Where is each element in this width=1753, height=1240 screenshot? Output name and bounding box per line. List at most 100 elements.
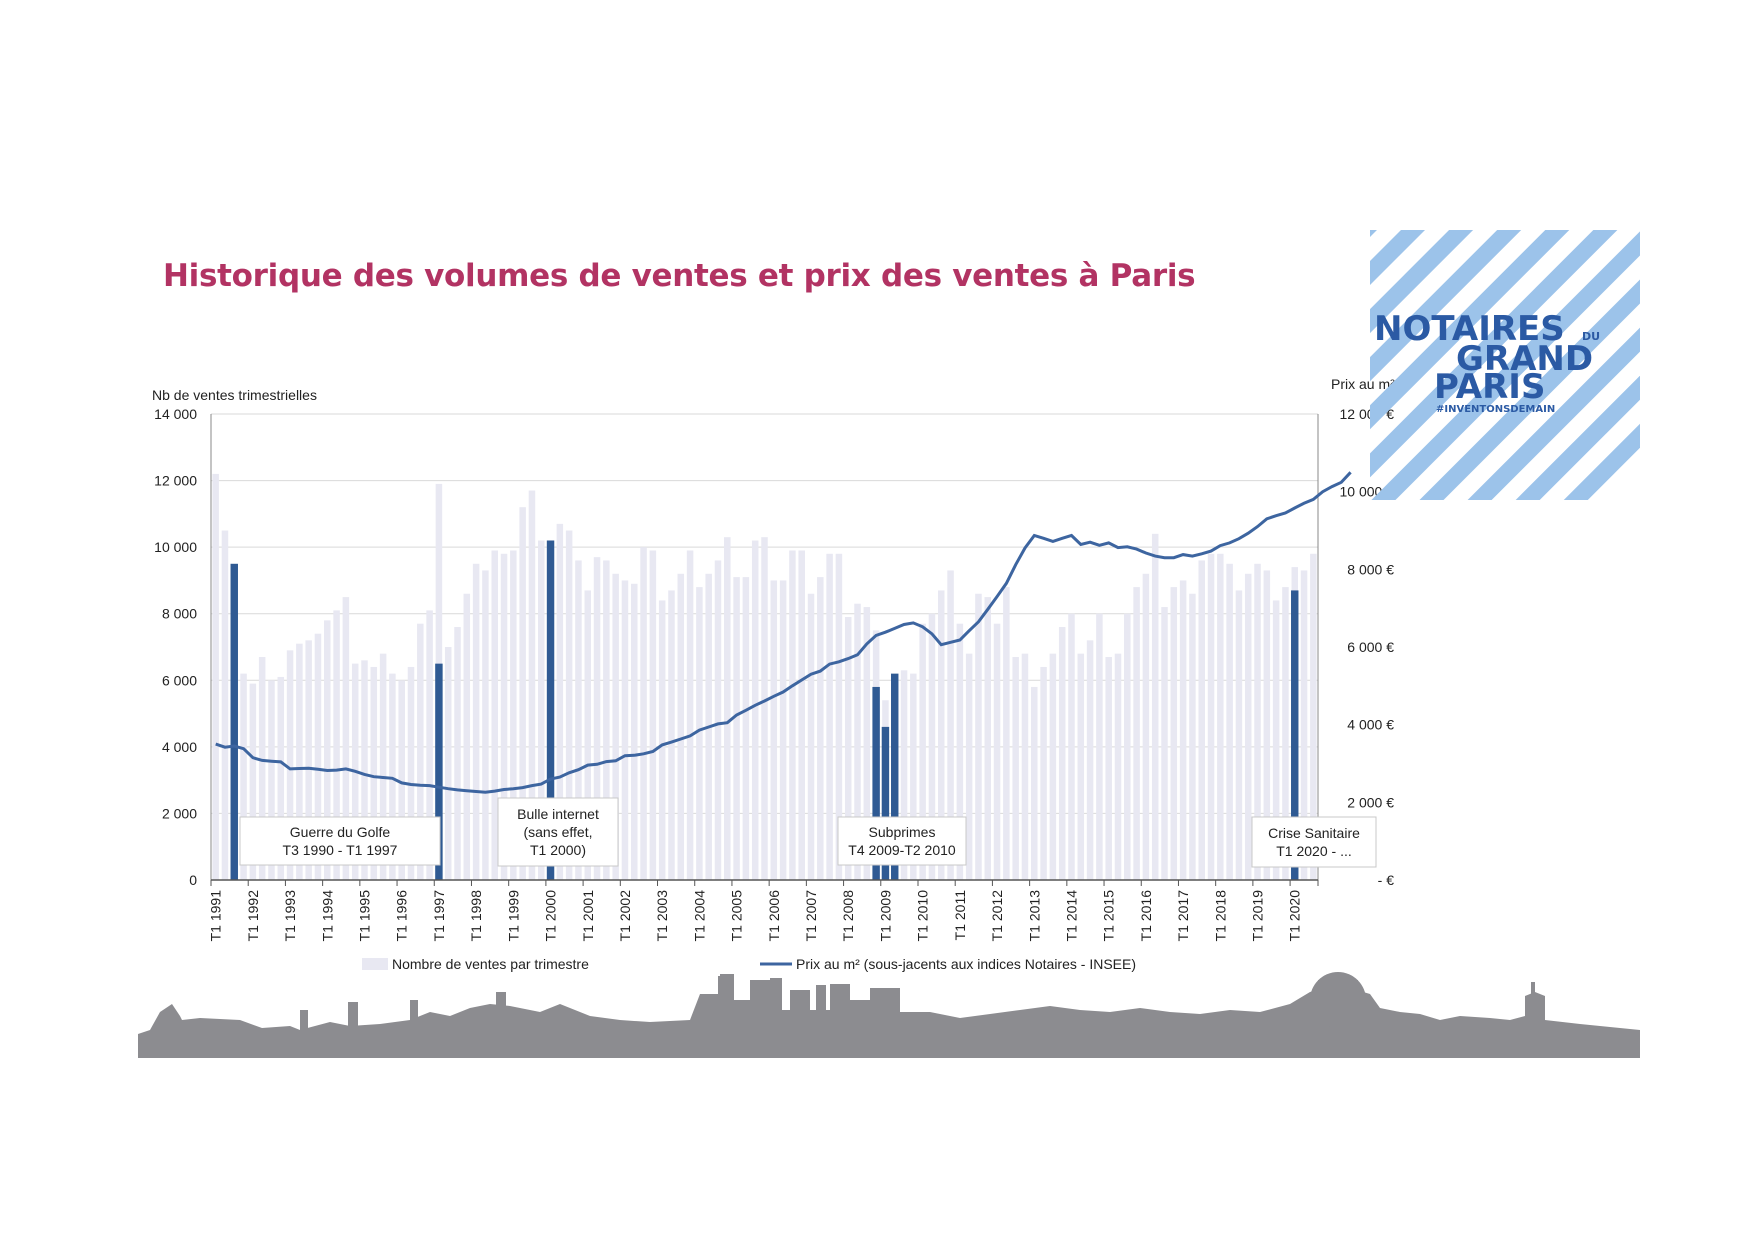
right-tick-label: 6 000 € — [1347, 639, 1394, 655]
event-bar — [435, 663, 443, 880]
x-tick-label: T1 2000 — [543, 890, 559, 942]
left-tick-label: 10 000 — [154, 539, 197, 555]
sales-bar — [463, 593, 471, 880]
sales-bar — [714, 560, 722, 880]
annotations: Guerre du Golfe T3 1990 - T1 1997 Bulle in… — [239, 797, 1377, 868]
sales-bar — [296, 643, 303, 880]
sales-bar — [240, 673, 247, 880]
annotation-frame — [1251, 816, 1377, 868]
skyline-tower — [496, 992, 506, 1058]
sales-bar — [1114, 653, 1122, 880]
left-tick-label: 8 000 — [162, 606, 197, 622]
logo-line2: GRAND — [1456, 339, 1593, 379]
logo-stripe — [1370, 230, 1640, 500]
sales-bar — [1142, 573, 1150, 880]
left-tick-label: 12 000 — [154, 473, 197, 489]
sales-bar — [1198, 560, 1205, 880]
logo-stripe — [1370, 230, 1635, 500]
annotation-frame — [497, 797, 619, 867]
x-tick-label: T1 2010 — [915, 890, 931, 942]
x-tick-label: T1 2016 — [1138, 890, 1154, 942]
x-tick-label: T1 2018 — [1212, 890, 1228, 942]
x-tick-label: T1 2015 — [1101, 890, 1117, 942]
logo-stripe — [1370, 230, 1640, 500]
sales-bar — [593, 557, 601, 880]
skyline-tower — [300, 1010, 308, 1058]
skyline-tower — [816, 985, 826, 1058]
x-tick-label: T1 1996 — [394, 890, 410, 942]
x-tick-label: T1 1994 — [319, 890, 335, 942]
x-tick-label: T1 2019 — [1250, 890, 1266, 942]
sales-bar — [519, 507, 526, 880]
sales-bar — [956, 623, 964, 880]
logo-line1: NOTAIRES — [1374, 309, 1565, 349]
x-tick-label: T1 1997 — [431, 890, 447, 942]
annotation-box: Bulle internet (sans effet, T1 2000) — [497, 797, 619, 867]
sales-bar — [1086, 640, 1094, 880]
sales-bar — [1179, 580, 1187, 880]
sales-bar — [751, 540, 759, 880]
sales-bar — [612, 573, 619, 880]
logo-du: DU — [1582, 330, 1600, 343]
annotation-text: (sans effet, — [523, 824, 592, 840]
sales-bar — [444, 647, 452, 880]
sales-bar — [928, 613, 936, 880]
x-tick-label: T1 2002 — [617, 890, 633, 942]
annotation-box: Crise Sanitaire T1 2020 - ... — [1251, 816, 1377, 868]
sales-bar — [268, 680, 275, 880]
x-tick-label: T1 2006 — [766, 890, 782, 942]
sales-bar — [482, 570, 489, 880]
sales-bar — [500, 553, 508, 880]
sales-bar — [1151, 533, 1159, 880]
logo-stripes — [1370, 230, 1640, 500]
sales-bar — [733, 577, 740, 880]
sales-bar — [1133, 587, 1140, 880]
sales-bar — [1058, 627, 1066, 880]
sales-bar — [677, 573, 685, 880]
sales-bar — [854, 603, 861, 880]
sales-bar — [398, 680, 405, 880]
x-tick-label: T1 2014 — [1063, 890, 1079, 942]
logo-stripe — [1370, 230, 1640, 500]
sales-bar — [993, 623, 1001, 880]
event-bar — [230, 563, 238, 880]
skyline-tower — [410, 1000, 418, 1058]
sales-bar — [603, 560, 610, 880]
sales-bar — [1031, 686, 1038, 880]
x-tick-label: T1 2004 — [691, 890, 707, 942]
sales-bar — [937, 590, 945, 880]
event-bar — [546, 540, 555, 880]
event-bar — [891, 673, 899, 880]
sales-bar — [575, 560, 582, 880]
sales-bar — [1217, 553, 1224, 880]
sales-bar — [1226, 563, 1233, 880]
sales-bar — [826, 553, 833, 880]
sales-bar — [1272, 600, 1280, 880]
x-tick-label: T1 2013 — [1026, 890, 1042, 942]
left-tick-label: 6 000 — [162, 672, 197, 688]
sales-bar — [1105, 656, 1112, 880]
sales-bar — [779, 580, 787, 880]
sales-bar — [556, 523, 564, 880]
skyline-wheel — [1310, 972, 1366, 1028]
sales-bar — [324, 620, 331, 880]
annotation-box: Guerre du Golfe T3 1990 - T1 1997 — [239, 816, 441, 866]
legend-bars-swatch — [362, 958, 388, 970]
sales-bar — [1244, 573, 1252, 880]
skyline-shape — [138, 976, 1640, 1058]
logo-stripe — [1370, 230, 1640, 500]
sales-bar — [510, 550, 517, 880]
sales-bar — [649, 550, 657, 880]
x-tick-label: T1 2008 — [840, 890, 856, 942]
sales-bar — [975, 593, 982, 880]
notaires-logo: NOTAIRES DU GRAND PARIS #INVENTONSDEMAIN — [1370, 230, 1640, 500]
sales-bar — [491, 550, 498, 880]
sales-bar — [1254, 563, 1261, 880]
event-bar — [872, 686, 880, 880]
sales-bar — [1189, 593, 1196, 880]
sales-bar — [537, 540, 545, 880]
logo-stripe — [1370, 230, 1640, 500]
sales-bar — [621, 580, 629, 880]
annotation-text: Guerre du Golfe — [290, 824, 391, 840]
sales-bar — [314, 633, 322, 880]
